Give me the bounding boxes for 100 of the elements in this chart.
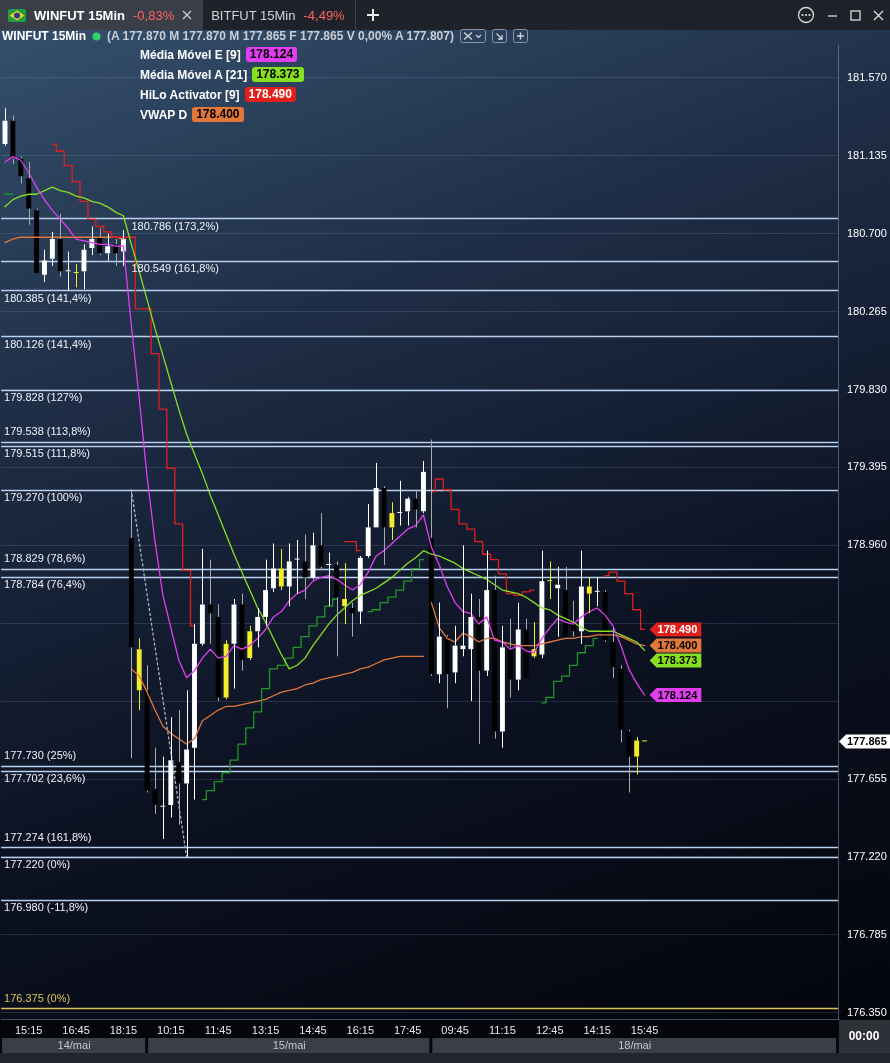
candlestick (334, 560, 340, 657)
candlestick (310, 532, 316, 580)
candlestick (349, 602, 355, 638)
ref-line-label: 179.270 (100%) (4, 491, 83, 504)
y-tick-label: 178.960 (847, 538, 887, 551)
y-tick-label: 177.220 (847, 849, 887, 862)
text: BITFUT 15Min (211, 7, 296, 23)
candlestick (42, 249, 47, 283)
x-tick-label: 11:15 (489, 1023, 516, 1036)
candlestick (499, 625, 505, 749)
candlestick (602, 589, 608, 643)
candlestick (168, 716, 174, 819)
candlestick (199, 548, 205, 647)
ref-line-label: 176.375 (0%) (4, 991, 71, 1004)
text: 178.373 (256, 67, 300, 81)
y-tick-label: 179.395 (847, 460, 887, 473)
data-label: 178.373 (657, 654, 698, 667)
candlestick (263, 559, 269, 627)
x-tick-label: 15:45 (630, 1023, 659, 1036)
legend-label: HiLo Activator [9] (140, 87, 240, 102)
candlestick (515, 602, 521, 691)
candlestick (436, 602, 442, 684)
candlestick (144, 664, 150, 793)
candlestick (428, 439, 434, 677)
x-tick-label: 18:15 (109, 1023, 138, 1036)
candlestick (389, 501, 395, 541)
chart-title: WINFUT 15Min (2, 29, 86, 43)
candlestick (484, 550, 490, 677)
ref-line-label: 179.828 (127%) (4, 391, 83, 404)
text: 15/mai (272, 1039, 306, 1052)
candlestick (365, 503, 371, 559)
x-tick-label: 16:45 (62, 1023, 90, 1036)
text: 178.490 (248, 87, 292, 101)
chart-subtitle: (A 177.870 M 177.870 M 177.865 F 177.865 V 0,00% A 177.807) (107, 29, 454, 43)
x-tick-label: 12:45 (536, 1023, 564, 1036)
y-tick-label: 181.135 (847, 148, 887, 161)
x-tick-label: 16:15 (346, 1023, 375, 1036)
candlestick (563, 566, 569, 637)
candlestick (452, 625, 458, 684)
legend-label: Média Móvel A [21] (140, 67, 248, 82)
candlestick (618, 664, 624, 743)
candlestick (223, 639, 229, 700)
x-tick-label: 17:45 (393, 1023, 422, 1036)
text: 00:00 (848, 1029, 880, 1044)
ref-line-label: 180.786 (173,2%) (131, 219, 219, 232)
candlestick (444, 634, 450, 709)
candlestick (634, 736, 640, 776)
candlestick (539, 550, 545, 659)
text: -4,49% (303, 7, 345, 23)
text: -0,83% (133, 7, 175, 23)
x-tick-label: 15:15 (14, 1023, 43, 1036)
candlestick (278, 548, 284, 591)
text: 177.865 (847, 734, 887, 747)
candlestick (357, 555, 363, 625)
text: 18/mai (618, 1039, 652, 1052)
candlestick (586, 577, 592, 614)
y-tick-label: 179.830 (847, 382, 887, 395)
candlestick (49, 231, 55, 267)
candlestick (176, 709, 182, 826)
ref-line-label: 177.274 (161,8%) (4, 830, 92, 843)
y-tick-label: 180.265 (847, 304, 887, 317)
candlestick (192, 623, 197, 801)
x-tick-label: 09:45 (441, 1023, 469, 1036)
candlestick (207, 559, 213, 645)
text: WINFUT 15Min (34, 7, 125, 23)
data-label: 178.400 (657, 639, 698, 652)
candlestick (476, 598, 482, 745)
candlestick (271, 542, 276, 593)
candlestick (57, 213, 63, 278)
legend-label: Média Móvel E [9] (140, 47, 241, 62)
candlestick (215, 603, 221, 702)
x-tick-label: 13:15 (251, 1023, 280, 1036)
x-tick-label: 11:45 (204, 1023, 232, 1036)
text: 178.400 (196, 107, 240, 121)
candlestick (626, 729, 632, 793)
candlestick (507, 618, 513, 699)
candlestick (468, 593, 474, 702)
candlestick (286, 542, 292, 607)
data-label: 178.490 (657, 622, 698, 635)
candlestick (405, 496, 411, 527)
text: 14/mai (57, 1039, 91, 1052)
candlestick (239, 593, 245, 672)
y-tick-label: 181.570 (847, 70, 887, 83)
x-tick-label: 14:15 (583, 1023, 611, 1036)
ref-line-label: 179.538 (113,8%) (4, 425, 91, 438)
candlestick (413, 489, 419, 528)
candlestick (247, 625, 253, 661)
y-tick-label: 177.655 (847, 772, 887, 785)
candlestick (578, 550, 584, 645)
ref-line-label: 179.515 (111,8%) (4, 447, 90, 460)
ref-line-label: 178.829 (78,6%) (4, 552, 86, 565)
candlestick (318, 512, 324, 571)
ref-line-label: 180.126 (141,4%) (4, 337, 92, 350)
candlestick (373, 462, 379, 528)
candlestick (492, 575, 497, 740)
candlestick (10, 114, 16, 165)
y-tick-label: 176.350 (847, 1005, 887, 1018)
ref-line-label: 180.385 (141,4%) (4, 291, 92, 304)
candlestick (105, 233, 111, 262)
ref-line-label: 176.980 (-11,8%) (4, 901, 89, 914)
